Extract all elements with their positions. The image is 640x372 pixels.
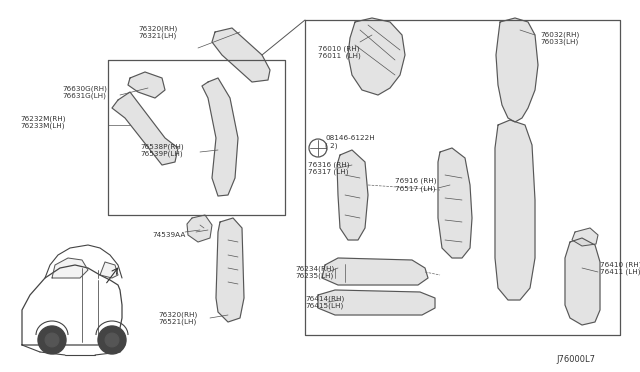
Polygon shape <box>100 262 118 278</box>
Polygon shape <box>52 258 88 278</box>
Polygon shape <box>495 120 535 300</box>
Polygon shape <box>496 18 538 122</box>
Polygon shape <box>112 92 178 165</box>
Text: 76320(RH)
76521(LH): 76320(RH) 76521(LH) <box>158 311 197 325</box>
Polygon shape <box>322 258 428 285</box>
Text: 76032(RH)
76033(LH): 76032(RH) 76033(LH) <box>540 31 579 45</box>
Polygon shape <box>337 150 368 240</box>
Polygon shape <box>318 290 435 315</box>
Circle shape <box>45 333 59 347</box>
Polygon shape <box>202 78 238 196</box>
Polygon shape <box>187 215 212 242</box>
Circle shape <box>98 326 126 354</box>
Text: 76232M(RH)
76233M(LH): 76232M(RH) 76233M(LH) <box>20 115 65 129</box>
Polygon shape <box>572 228 598 246</box>
Text: 76010 (RH)
76011  (LH): 76010 (RH) 76011 (LH) <box>318 45 361 59</box>
Text: 76630G(RH)
76631G(LH): 76630G(RH) 76631G(LH) <box>62 85 107 99</box>
Circle shape <box>38 326 66 354</box>
Polygon shape <box>565 238 600 325</box>
Text: 76410 (RH)
76411 (LH): 76410 (RH) 76411 (LH) <box>600 261 640 275</box>
Text: 76234(RH)
76235(LH): 76234(RH) 76235(LH) <box>295 265 334 279</box>
Text: J76000L7: J76000L7 <box>556 356 595 365</box>
Polygon shape <box>438 148 472 258</box>
Text: 08146-6122H
( 2): 08146-6122H ( 2) <box>325 135 375 149</box>
Polygon shape <box>216 218 244 322</box>
Text: 76916 (RH)
76517 (LH): 76916 (RH) 76517 (LH) <box>395 178 436 192</box>
Text: 76538P(RH)
76539P(LH): 76538P(RH) 76539P(LH) <box>140 143 184 157</box>
Text: 76414(RH)
76415(LH): 76414(RH) 76415(LH) <box>305 295 344 309</box>
Text: 76320(RH)
76321(LH): 76320(RH) 76321(LH) <box>138 25 178 39</box>
Text: 74539AA: 74539AA <box>152 232 186 238</box>
Polygon shape <box>348 18 405 95</box>
Circle shape <box>105 333 119 347</box>
Text: 76316 (RH)
76317 (LH): 76316 (RH) 76317 (LH) <box>308 161 349 175</box>
Polygon shape <box>212 28 270 82</box>
Polygon shape <box>128 72 165 98</box>
